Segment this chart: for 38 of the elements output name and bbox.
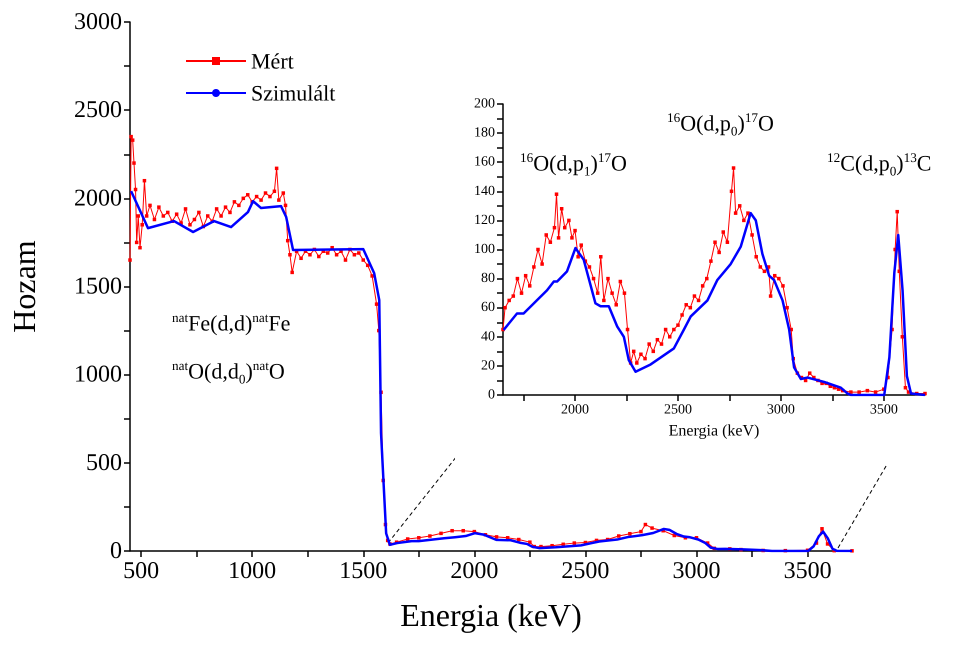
y-tick-label: 40 (481, 329, 495, 344)
y-tick-label: 500 (86, 450, 122, 476)
y-tick-label: 2500 (74, 97, 122, 124)
y-tick-label: 140 (474, 184, 495, 199)
annotation: $^{16}$O(d,p$_{0}$)$^{17}$O (667, 110, 774, 140)
y-axis-title: Hozam (6, 240, 42, 333)
x-tick-label: 3500 (870, 402, 898, 418)
y-tick-label: 200 (474, 96, 495, 112)
x-axis-title: Energia (keV) (668, 422, 760, 440)
y-tick-label: 180 (474, 126, 495, 141)
x-tick-label: 1000 (228, 558, 276, 584)
y-tick-label: 120 (474, 212, 495, 228)
y-tick-label: 20 (481, 358, 495, 374)
x-tick-label: 3000 (672, 558, 720, 584)
y-tick-label: 2000 (74, 185, 122, 212)
y-tick-label: 160 (474, 154, 495, 170)
x-tick-label: 2500 (561, 558, 610, 584)
y-tick-label: 0 (488, 388, 495, 402)
x-tick-label: 2000 (561, 402, 590, 418)
x-tick-label: 2500 (664, 402, 692, 418)
annotation: $^{nat}$O(d,d$_{0}$)$^{nat}$O (172, 358, 285, 388)
y-tick-label: 80 (481, 271, 495, 286)
x-tick-label: 1500 (339, 558, 388, 584)
annotation: $^{12}$C(d,p$_{0}$)$^{13}$C (827, 150, 932, 180)
x-axis-title: Energia (keV) (400, 597, 582, 633)
x-tick-label: 3000 (766, 402, 795, 418)
y-tick-label: 60 (481, 300, 495, 316)
y-tick-label: 100 (474, 242, 495, 257)
legend-label: Mért (251, 48, 294, 74)
x-tick-label: 3500 (784, 558, 832, 584)
y-tick-label: 1000 (74, 362, 122, 388)
x-tick-label: 500 (123, 558, 160, 584)
y-tick-label: 1500 (74, 274, 122, 300)
y-tick-label: 3000 (74, 9, 122, 35)
legend-label: Szimulált (251, 80, 336, 106)
annotation: $^{16}$O(d,p$_{1}$)$^{17}$O (520, 150, 627, 180)
y-tick-label: 0 (110, 538, 122, 564)
annotation: $^{nat}$Fe(d,d)$^{nat}$Fe (172, 310, 290, 336)
